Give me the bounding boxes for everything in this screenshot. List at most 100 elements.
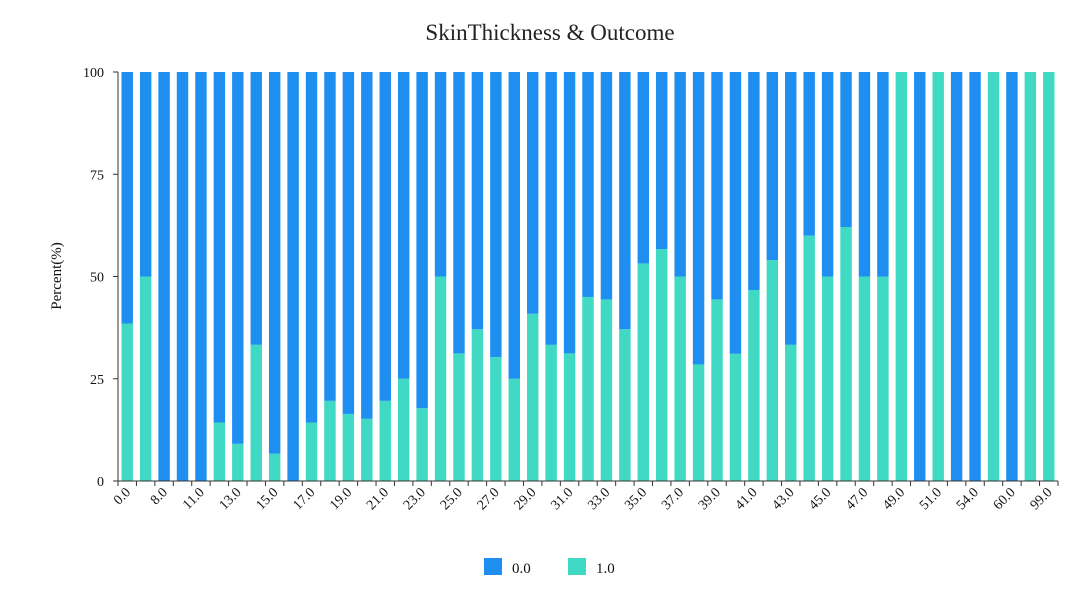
bar-segment-1.0-17.0[interactable] — [305, 422, 318, 481]
bar-segment-0.0-38.0[interactable] — [692, 72, 705, 365]
bar-segment-1.0-29.0[interactable] — [526, 313, 539, 481]
bar-segment-0.0-35.0[interactable] — [637, 72, 650, 264]
bar-segment-1.0-12.0[interactable] — [213, 422, 226, 481]
bar-segment-1.0-46.0[interactable] — [840, 227, 852, 481]
bar-segment-0.0-26.0[interactable] — [471, 72, 484, 330]
bar-segment-1.0-56.0[interactable] — [987, 72, 1000, 481]
bar-segment-0.0-28.0[interactable] — [508, 72, 520, 379]
bar-segment-1.0-7.0[interactable] — [139, 276, 152, 482]
bar-segment-0.0-18.0[interactable] — [324, 72, 336, 401]
bar-segment-1.0-36.0[interactable] — [656, 249, 668, 481]
legend-label-1.0[interactable]: 1.0 — [596, 561, 615, 577]
bar-segment-1.0-18.0[interactable] — [324, 400, 336, 481]
bar-segment-1.0-21.0[interactable] — [379, 400, 391, 481]
bar-segment-0.0-36.0[interactable] — [656, 72, 668, 250]
y-tick-label: 50 — [90, 271, 104, 286]
bar-segment-1.0-25.0[interactable] — [453, 353, 465, 481]
bar-segment-1.0-27.0[interactable] — [490, 357, 502, 481]
bar-segment-0.0-24.0[interactable] — [434, 72, 447, 277]
bar-segment-1.0-0.0[interactable] — [121, 323, 133, 481]
bar-segment-0.0-33.0[interactable] — [600, 72, 613, 300]
bar-segment-0.0-30.0[interactable] — [545, 72, 557, 345]
bar-segment-0.0-21.0[interactable] — [379, 72, 391, 401]
bar-segment-0.0-34.0[interactable] — [619, 72, 631, 330]
bar-segment-1.0-15.0[interactable] — [268, 453, 281, 481]
bar-segment-1.0-33.0[interactable] — [600, 299, 613, 481]
bar-segment-0.0-42.0[interactable] — [766, 72, 779, 261]
bar-segment-0.0-32.0[interactable] — [582, 72, 594, 297]
bar-segment-1.0-34.0[interactable] — [619, 329, 631, 481]
bar-segment-1.0-41.0[interactable] — [748, 289, 760, 481]
bar-segment-1.0-48.0[interactable] — [877, 276, 889, 482]
bar-segment-1.0-49.0[interactable] — [895, 72, 908, 481]
bar-segment-0.0-10.0[interactable] — [176, 72, 189, 481]
bar-segment-0.0-11.0[interactable] — [195, 72, 207, 481]
bar-segment-1.0-38.0[interactable] — [692, 364, 705, 481]
bar-segment-1.0-43.0[interactable] — [785, 344, 797, 481]
bar-segment-1.0-45.0[interactable] — [821, 276, 834, 482]
bar-segment-0.0-16.0[interactable] — [287, 72, 299, 481]
bar-segment-1.0-14.0[interactable] — [250, 344, 262, 481]
bar-segment-0.0-52.0[interactable] — [950, 72, 963, 481]
bar-segment-1.0-20.0[interactable] — [361, 418, 373, 481]
bar-segment-0.0-14.0[interactable] — [250, 72, 262, 345]
bar-segment-0.0-25.0[interactable] — [453, 72, 465, 354]
bar-segment-1.0-99.0[interactable] — [1043, 72, 1055, 481]
bar-segment-0.0-50.0[interactable] — [914, 72, 926, 481]
bar-segment-1.0-13.0[interactable] — [232, 443, 244, 481]
bar-segment-0.0-60.0[interactable] — [1006, 72, 1018, 481]
bar-segment-0.0-7.0[interactable] — [139, 72, 152, 277]
bar-segment-1.0-44.0[interactable] — [803, 235, 815, 481]
x-tick-label: 45.0 — [807, 485, 835, 513]
bar-segment-0.0-22.0[interactable] — [397, 72, 410, 379]
bar-segment-1.0-47.0[interactable] — [858, 276, 871, 482]
bar-segment-0.0-43.0[interactable] — [785, 72, 797, 345]
bar-segment-0.0-27.0[interactable] — [490, 72, 502, 358]
bar-segment-0.0-13.0[interactable] — [232, 72, 244, 444]
x-tick-label: 8.0 — [148, 485, 171, 508]
bar-segment-1.0-31.0[interactable] — [563, 353, 576, 481]
bar-segment-0.0-37.0[interactable] — [674, 72, 686, 277]
bar-segment-0.0-47.0[interactable] — [858, 72, 871, 277]
bar-segment-1.0-23.0[interactable] — [416, 408, 428, 481]
bar-segment-0.0-12.0[interactable] — [213, 72, 226, 423]
bar-segment-0.0-15.0[interactable] — [268, 72, 281, 454]
bar-segment-1.0-26.0[interactable] — [471, 329, 484, 481]
bar-segment-0.0-39.0[interactable] — [711, 72, 723, 300]
bar-segment-0.0-46.0[interactable] — [840, 72, 852, 228]
bar-segment-0.0-20.0[interactable] — [361, 72, 373, 419]
bar-segment-1.0-24.0[interactable] — [434, 276, 447, 482]
legend-label-0.0[interactable]: 0.0 — [512, 561, 531, 577]
bar-segment-1.0-42.0[interactable] — [766, 260, 779, 481]
bar-segment-1.0-39.0[interactable] — [711, 299, 723, 481]
chart-title: SkinThickness & Outcome — [425, 20, 674, 45]
legend-swatch-1.0[interactable] — [568, 558, 586, 575]
bar-segment-1.0-35.0[interactable] — [637, 263, 650, 481]
bar-segment-1.0-22.0[interactable] — [397, 378, 410, 481]
bar-segment-1.0-30.0[interactable] — [545, 344, 557, 481]
bar-segment-1.0-19.0[interactable] — [342, 413, 355, 481]
x-tick-label: 15.0 — [254, 485, 282, 513]
bar-segment-0.0-54.0[interactable] — [969, 72, 981, 481]
bar-segment-0.0-44.0[interactable] — [803, 72, 815, 236]
bar-segment-0.0-48.0[interactable] — [877, 72, 889, 277]
bar-segment-0.0-8.0[interactable] — [158, 72, 170, 481]
bar-segment-0.0-19.0[interactable] — [342, 72, 355, 414]
bar-segment-0.0-45.0[interactable] — [821, 72, 834, 277]
legend-swatch-0.0[interactable] — [484, 558, 502, 575]
bar-segment-1.0-51.0[interactable] — [932, 72, 944, 481]
bar-segment-0.0-23.0[interactable] — [416, 72, 428, 409]
bar-segment-0.0-40.0[interactable] — [729, 72, 742, 354]
bar-segment-1.0-63.0[interactable] — [1024, 72, 1037, 481]
legend[interactable]: 0.0 1.0 — [484, 558, 615, 577]
bar-segment-1.0-32.0[interactable] — [582, 296, 594, 481]
bar-segment-0.0-31.0[interactable] — [563, 72, 576, 354]
bar-segment-0.0-0.0[interactable] — [121, 72, 133, 324]
bar-segment-1.0-40.0[interactable] — [729, 353, 742, 481]
bar-segment-0.0-41.0[interactable] — [748, 72, 760, 290]
bar-segment-1.0-28.0[interactable] — [508, 378, 520, 481]
bar-segment-1.0-37.0[interactable] — [674, 276, 686, 482]
bar-segment-0.0-29.0[interactable] — [526, 72, 539, 314]
bar-segment-0.0-17.0[interactable] — [305, 72, 318, 423]
